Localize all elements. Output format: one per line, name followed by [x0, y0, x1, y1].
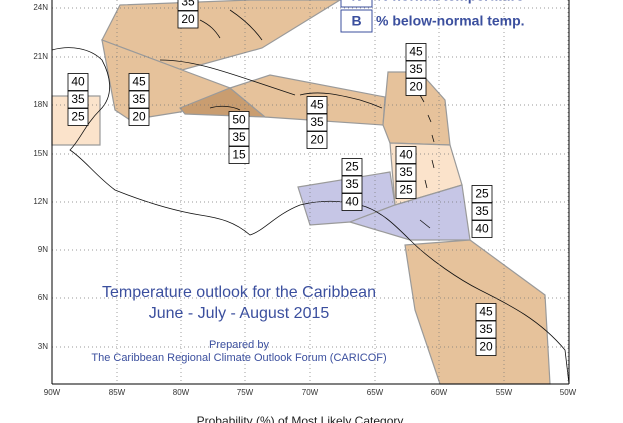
lat-label: 12N: [33, 197, 48, 206]
lon-label: 80W: [173, 388, 190, 397]
coast-hispaniola: [299, 92, 383, 109]
value-box: [67, 90, 89, 109]
lat-label: 18N: [33, 100, 48, 109]
legend-key: B: [351, 13, 361, 29]
lat-label: 3N: [38, 342, 48, 351]
value-box: [128, 90, 150, 109]
value-label: 20: [310, 133, 324, 147]
value-label: 25: [71, 110, 85, 124]
value-label: 45: [132, 75, 146, 89]
value-box: [128, 73, 150, 91]
value-label: 25: [345, 160, 359, 174]
value-label: 25: [399, 183, 413, 197]
value-box: [471, 220, 493, 238]
value-label: 35: [479, 322, 493, 336]
legend-key-box: [340, 0, 373, 8]
lat-label: 24N: [33, 3, 48, 12]
value-box: [341, 175, 363, 194]
value-box: [67, 73, 89, 91]
legend-key-box: [340, 9, 373, 33]
coast-central-america: [51, 47, 301, 236]
coast-antilles: [419, 94, 435, 229]
credit-line: Prepared by: [209, 339, 269, 351]
value-box: [405, 43, 427, 61]
value-box: [475, 338, 497, 356]
legend-label: % normal temperature: [376, 0, 524, 4]
lat-label: 15N: [33, 149, 48, 158]
title: Temperature outlook for the Caribbean: [102, 284, 376, 301]
value-label: 35: [181, 0, 195, 9]
value-label: 35: [409, 62, 423, 76]
value-label: 35: [232, 130, 246, 144]
value-label: 35: [345, 177, 359, 191]
value-label: 35: [310, 115, 324, 129]
region-labels: 35 20 40 35 25 45 35 20 50 35 15 45 35 20 45 35 20 40 35 25…: [67, 0, 497, 356]
coast-cuba: [159, 59, 296, 96]
value-box: [306, 113, 328, 132]
value-label: 40: [71, 75, 85, 89]
coast-jamaica: [209, 105, 241, 111]
value-box: [405, 78, 427, 96]
value-box: [128, 108, 150, 126]
value-box: [67, 108, 89, 126]
lon-label: 90W: [44, 388, 61, 397]
subtitle: June - July - August 2015: [149, 305, 330, 322]
value-label: 35: [71, 92, 85, 106]
region-trinidad: [348, 184, 471, 241]
value-label: 20: [132, 110, 146, 124]
value-box: [405, 60, 427, 79]
lon-label: 50W: [560, 388, 577, 397]
legend-key: N: [351, 0, 361, 4]
value-box: [471, 185, 493, 203]
value-label: 35: [475, 204, 489, 218]
value-box: [395, 163, 417, 182]
footer: Probability (%) of Most Likely Category: [197, 414, 404, 423]
value-label: 20: [479, 340, 493, 354]
value-box: [475, 320, 497, 339]
value-box: [475, 303, 497, 321]
value-label: 20: [181, 12, 195, 26]
lon-label: 75W: [237, 388, 254, 397]
lon-label: 65W: [367, 388, 384, 397]
value-box: [471, 202, 493, 221]
value-label: 15: [232, 148, 246, 162]
value-label: 45: [409, 45, 423, 59]
value-label: 40: [345, 195, 359, 209]
lon-label: 85W: [109, 388, 126, 397]
value-box: [395, 181, 417, 199]
lat-label: 6N: [38, 293, 48, 302]
value-box: [306, 131, 328, 149]
value-label: 25: [475, 187, 489, 201]
value-box: [177, 10, 199, 29]
coast-bahamas: [199, 9, 263, 41]
value-label: 20: [409, 80, 423, 94]
value-box: [341, 193, 363, 211]
value-label: 40: [399, 148, 413, 162]
value-label: 35: [132, 92, 146, 106]
value-box: [177, 0, 199, 11]
value-box: [228, 111, 250, 129]
value-box: [341, 158, 363, 176]
value-label: 45: [310, 98, 324, 112]
lon-label: 70W: [302, 388, 319, 397]
value-box: [228, 128, 250, 147]
lon-label: 60W: [431, 388, 448, 397]
value-label: 50: [232, 113, 246, 127]
lon-label: 55W: [496, 388, 513, 397]
value-box: [306, 96, 328, 114]
lat-label: 21N: [33, 52, 48, 61]
value-label: 45: [479, 305, 493, 319]
value-box: [228, 146, 250, 164]
value-label: 40: [475, 222, 489, 236]
lat-label: 9N: [38, 245, 48, 254]
credit-line: The Caribbean Regional Climate Outlook F…: [91, 352, 386, 364]
legend-label: % below-normal temp.: [376, 13, 525, 29]
value-box: [395, 146, 417, 164]
legend: N % normal temperature B % below-normal tem…: [340, 0, 525, 33]
value-label: 35: [399, 165, 413, 179]
